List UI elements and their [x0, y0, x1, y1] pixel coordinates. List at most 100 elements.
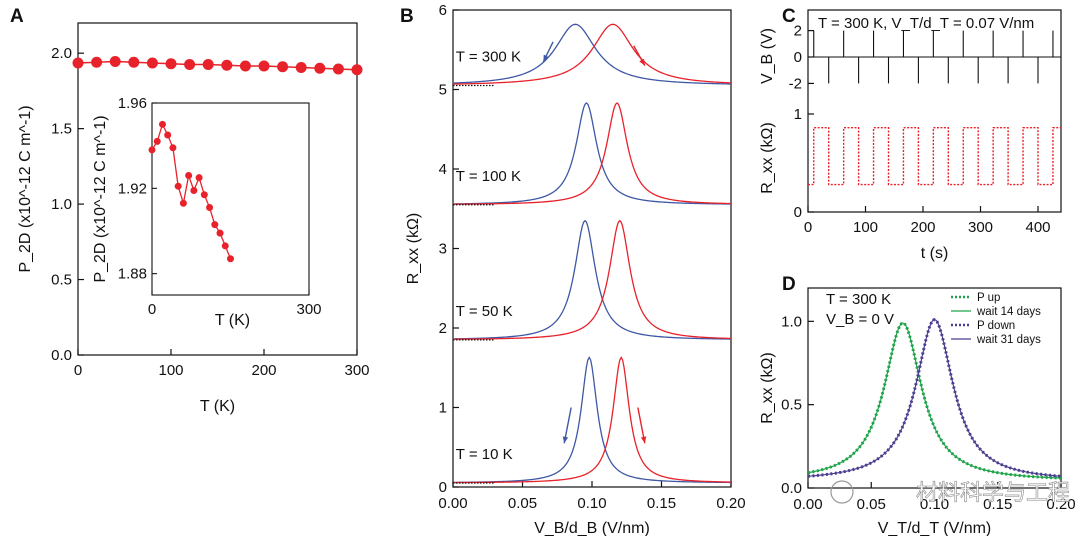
panel-c-top-ytick-label: 0 — [794, 49, 802, 66]
panel-a-xtick-label: 300 — [344, 362, 369, 379]
panel-a-inset-point — [216, 229, 224, 237]
panel-a-inset-point — [221, 242, 229, 250]
wechat-icon — [830, 480, 854, 504]
panel-d-ylabel: R_xx (kΩ) — [759, 352, 776, 424]
panel-a-inset-point — [206, 204, 214, 212]
panel-d-xtick-label: 0.10 — [920, 496, 949, 513]
panel-d-xlabel: V_T/d_T (V/nm) — [878, 520, 992, 536]
panel-c-top-ytick-label: -2 — [789, 75, 802, 92]
panel-b-arrow-red-top-head — [639, 58, 645, 66]
panel-a-inset-point — [190, 186, 198, 194]
panel-c-label: C — [782, 6, 796, 27]
panel-a-inset-ylabel: P_2D (x10^-12 C m^-1) — [92, 115, 109, 282]
panel-a-inset-point — [148, 146, 156, 154]
panel-b-ytick-label: 0 — [439, 479, 447, 496]
panel-c-bottom-ytick-label: 0 — [794, 204, 802, 221]
panel-a-ytick-label: 2.0 — [51, 45, 72, 62]
panel-d-label: D — [782, 274, 796, 295]
panel-d-annotation: T = 300 K — [826, 291, 891, 308]
panel-c-top-ytick-label: 2 — [794, 23, 802, 40]
panel-a-data-point — [128, 56, 140, 68]
panel-a-inset-point — [164, 131, 172, 139]
panel-b-blue-curve — [452, 102, 732, 205]
panel-a-label: A — [10, 6, 24, 27]
panel-b-blue-curve — [452, 356, 732, 484]
panel-a-inset-point — [227, 255, 234, 263]
panel-c-annotation: T = 300 K, V_T/d_T = 0.07 V/nm — [818, 15, 1034, 32]
panel-a-inset-line — [151, 122, 232, 259]
panel-b-arrow-blue-top-head — [543, 54, 549, 62]
panel-b-red-curve — [452, 356, 732, 484]
panel-a-inset-point — [158, 120, 166, 128]
panel-b-blue-curve — [452, 23, 732, 85]
panel-b-red-curve — [452, 23, 732, 85]
panel-a-data-point — [91, 56, 103, 68]
panel-a-inset-point — [200, 191, 208, 199]
panel-a-data-point — [72, 57, 84, 69]
panel-c-xtick-label: 400 — [1025, 219, 1050, 236]
panel-c-bottom-ytick-label: 1 — [794, 106, 802, 123]
panel-a-data-point — [109, 55, 121, 67]
panel-d-xtick-label: 0.05 — [857, 496, 886, 513]
panel-d-annotation: V_B = 0 V — [826, 311, 894, 328]
panel-d-ytick-label: 0.5 — [781, 397, 802, 414]
panel-c-bottom-ylabel: R_xx (kΩ) — [759, 122, 776, 194]
panel-a-inset-ytick-label: 1.96 — [118, 95, 147, 112]
panel-a-inset-point — [179, 199, 187, 207]
panel-a-data-point — [221, 59, 233, 71]
panel-a-data-point — [258, 60, 270, 72]
panel-d-xtick-label: 0.20 — [1046, 496, 1075, 513]
panel-a-data-point — [202, 59, 214, 70]
panel-a-data-point — [277, 61, 289, 73]
panel-a-inset-frame — [151, 102, 310, 296]
panel-d-ytick-label: 0.0 — [781, 480, 802, 497]
panel-b-series-label: T = 100 K — [456, 168, 521, 185]
panel-b-xtick-label: 0.05 — [508, 495, 537, 512]
panel-a-inset-xtick-label: 0 — [148, 301, 156, 318]
panel-b-ytick-label: 4 — [439, 161, 447, 178]
panel-b-ytick-label: 5 — [439, 82, 447, 99]
panel-a-data-point — [351, 64, 363, 76]
panel-a-inset-point — [195, 174, 203, 182]
panel-b-series-label: T = 300 K — [456, 49, 521, 66]
panel-a-xtick-label: 100 — [158, 362, 183, 379]
panel-a-frame — [77, 22, 358, 356]
panel-d-xtick-label: 0.15 — [983, 496, 1012, 513]
panel-d-legend-label: P down — [977, 320, 1015, 332]
panel-b-blue-curve — [452, 219, 732, 340]
panel-b-series-label: T = 10 K — [456, 446, 513, 463]
panel-c-xtick-label: 100 — [853, 219, 878, 236]
panel-a-xtick-label: 200 — [251, 362, 276, 379]
panel-b-xtick-label: 0.20 — [716, 495, 745, 512]
panel-b-arrow-red-bottom-head — [640, 436, 647, 444]
panel-a-xlabel: T (K) — [200, 398, 235, 415]
panel-c-xtick-label: 0 — [804, 219, 812, 236]
panel-b-ytick-label: 2 — [439, 320, 447, 337]
panel-b-xtick-label: 0.00 — [438, 495, 467, 512]
panel-b-label: B — [400, 6, 414, 27]
panel-b-series-label: T = 50 K — [456, 303, 513, 320]
panel-b-red-curve — [452, 219, 732, 340]
panel-a-inset-point — [211, 221, 219, 229]
panel-b-ytick-label: 6 — [439, 2, 447, 19]
panel-a-data-point — [184, 59, 196, 70]
panel-a-data-point — [332, 63, 344, 75]
panel-b-ytick-label: 1 — [439, 400, 447, 417]
panel-a-xtick-label: 0 — [74, 362, 82, 379]
panel-a-ytick-label: 1.5 — [51, 121, 72, 138]
panel-b-arrow-blue-bottom-head — [562, 436, 569, 444]
panel-c-xlabel: t (s) — [921, 245, 949, 262]
panel-a-inset-xtick-label: 300 — [296, 301, 321, 318]
panel-a-ytick-label: 1.0 — [51, 196, 72, 213]
panel-b-red-curve — [452, 102, 732, 205]
panel-a-inset-point — [153, 137, 161, 145]
panel-d-curve-dotted-1 — [807, 318, 1062, 478]
panel-c-xtick-label: 300 — [968, 219, 993, 236]
panel-d-legend-label: P up — [977, 292, 1000, 304]
panel-d-xtick-label: 0.00 — [793, 496, 822, 513]
panel-d-legend-label: wait 31 days — [976, 334, 1041, 346]
panel-c-resistance-trace — [808, 127, 1061, 186]
panel-a-data-point — [239, 60, 251, 72]
panel-d-ytick-label: 1.0 — [781, 313, 802, 330]
